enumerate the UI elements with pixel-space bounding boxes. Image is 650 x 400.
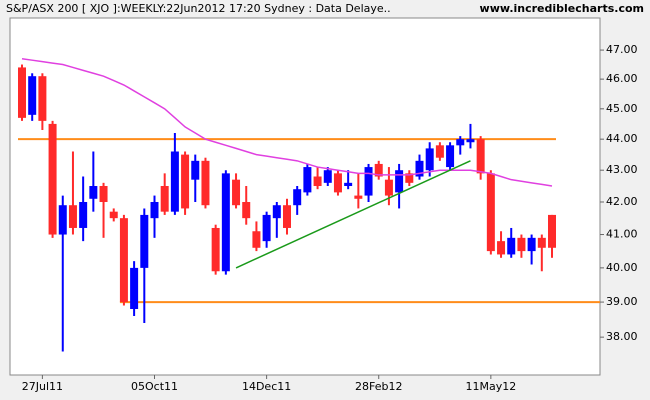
candle-body xyxy=(395,170,404,193)
candle-body xyxy=(48,123,57,235)
x-tick-label: 14Dec11 xyxy=(242,380,291,393)
y-tick-label: 43.00 xyxy=(606,163,638,176)
candle-body xyxy=(242,201,251,219)
y-tick-label: 38.00 xyxy=(606,330,638,343)
candle-body xyxy=(527,237,536,252)
candle-body xyxy=(181,154,190,209)
y-tick-label: 39.00 xyxy=(606,295,638,308)
candle-body xyxy=(89,186,98,199)
candle-body xyxy=(99,186,108,202)
candle-body xyxy=(79,201,88,228)
candle-body xyxy=(201,160,210,206)
chart-title: S&P/ASX 200 [ XJO ]:WEEKLY:22Jun2012 17:… xyxy=(6,2,391,15)
candle-body xyxy=(109,211,118,219)
candle-body xyxy=(313,176,322,187)
y-tick-label: 41.00 xyxy=(606,228,638,241)
candle-body xyxy=(170,151,179,212)
candle-body xyxy=(28,76,37,115)
candle-body xyxy=(68,205,77,228)
candle-body xyxy=(333,173,342,193)
y-tick-label: 45.00 xyxy=(606,102,638,115)
candle-body xyxy=(364,167,373,196)
x-tick-label: 27Jul11 xyxy=(22,380,63,393)
candle-body xyxy=(405,173,414,183)
x-tick-label: 05Oct11 xyxy=(131,380,178,393)
candle-body xyxy=(293,189,302,206)
source: www.incrediblecharts.com xyxy=(480,2,644,15)
candle-body xyxy=(272,205,281,219)
candle-body xyxy=(415,160,424,177)
candle-body xyxy=(435,145,444,158)
plot-area xyxy=(9,17,601,376)
candle-body xyxy=(374,163,383,177)
candle-body xyxy=(537,237,546,248)
candle-body xyxy=(150,201,159,219)
trendline xyxy=(235,160,471,269)
candle-body xyxy=(517,237,526,252)
candle-body xyxy=(221,173,230,272)
candle-body xyxy=(497,241,506,255)
candle-body xyxy=(425,148,434,171)
candle-body xyxy=(476,139,485,174)
y-tick-label: 42.00 xyxy=(606,195,638,208)
candle-body xyxy=(283,205,291,228)
candle-body xyxy=(466,139,475,143)
candle-body xyxy=(344,182,353,187)
candle-body xyxy=(262,214,271,242)
y-tick-label: 40.00 xyxy=(606,261,638,274)
candle-body xyxy=(384,179,393,196)
candle-body xyxy=(548,214,556,248)
candle-body xyxy=(38,76,47,121)
candle-body xyxy=(252,231,261,248)
candle-body xyxy=(191,160,200,180)
x-tick-label: 11May12 xyxy=(465,380,516,393)
y-tick-label: 47.00 xyxy=(606,43,638,56)
candle-body xyxy=(232,179,241,206)
candle-body xyxy=(119,218,128,303)
y-tick-label: 44.00 xyxy=(606,132,638,145)
candle-body xyxy=(303,167,312,193)
x-tick-label: 28Feb12 xyxy=(355,380,402,393)
candle-body xyxy=(486,173,495,252)
candle-body xyxy=(18,67,26,118)
moving-average xyxy=(21,57,553,187)
candle-body xyxy=(130,267,139,310)
candle-body xyxy=(58,205,67,235)
candle-body xyxy=(323,170,332,183)
y-tick-label: 46.00 xyxy=(606,72,638,85)
candle-body xyxy=(160,186,169,212)
candle-body xyxy=(446,145,455,168)
candle-body xyxy=(211,227,220,272)
candle-body xyxy=(140,214,149,268)
candle-body xyxy=(456,139,465,146)
candle-body xyxy=(507,237,516,255)
candle-body xyxy=(354,195,363,199)
